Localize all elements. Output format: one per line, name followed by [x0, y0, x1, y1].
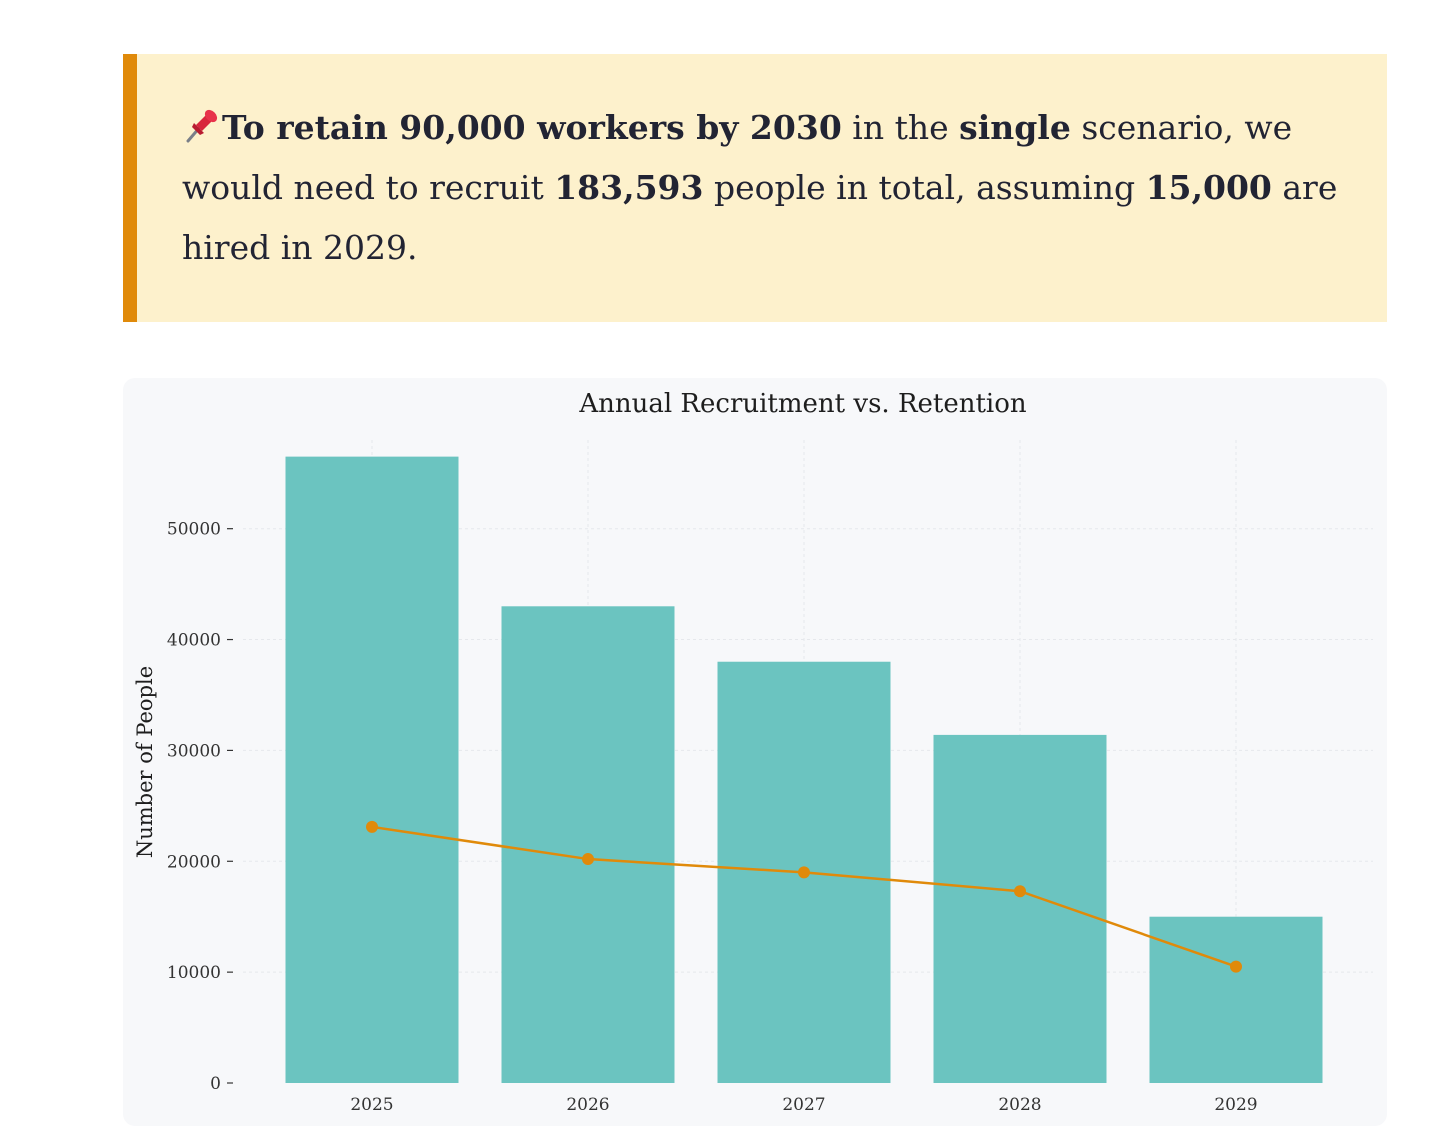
bar-2029 — [1149, 916, 1323, 1083]
callout-bold-scenario: single — [959, 108, 1071, 147]
bar-2025 — [285, 456, 459, 1084]
callout-box: To retain 90,000 workers by 2030 in the … — [123, 54, 1387, 322]
x-tick-label: 2026 — [566, 1095, 609, 1115]
retention-point-2026 — [582, 853, 594, 866]
callout-text-1: in the — [841, 108, 960, 147]
y-tick-label: 40000 — [167, 631, 221, 651]
callout-text-2: scenario, we would need to recruit — [182, 108, 1293, 207]
retention-point-2029 — [1230, 960, 1242, 973]
retention-point-2028 — [1014, 885, 1026, 898]
callout-text-4: are hired in 2029. — [182, 168, 1338, 267]
callout-bold-target: To retain 90,000 workers by 2030 — [222, 108, 842, 147]
callout-text: To retain 90,000 workers by 2030 in the … — [182, 98, 1342, 278]
x-tick-label: 2027 — [782, 1095, 825, 1115]
x-tick-label: 2025 — [350, 1095, 393, 1115]
y-tick-label: 30000 — [167, 741, 221, 761]
bar-2028 — [933, 734, 1107, 1083]
callout-accent-bar — [123, 54, 137, 322]
x-tick-label: 2029 — [1214, 1095, 1257, 1115]
recruitment-retention-chart: Annual Recruitment vs. Retention 0 10000 20… — [133, 389, 1373, 1115]
x-tick-label: 2028 — [998, 1095, 1041, 1115]
pushpin-icon — [186, 109, 218, 143]
callout-bold-total: 183,593 — [554, 168, 704, 207]
retention-point-2025 — [366, 820, 378, 833]
bar-2026 — [501, 606, 675, 1083]
chart-title: Annual Recruitment vs. Retention — [578, 389, 1027, 419]
y-tick-label: 20000 — [167, 852, 221, 872]
y-tick-label: 10000 — [167, 963, 221, 983]
callout-text-3: people in total, assuming — [703, 168, 1146, 207]
y-tick-label: 50000 — [167, 520, 221, 540]
callout-bold-hired: 15,000 — [1145, 168, 1272, 207]
retention-point-2027 — [798, 866, 810, 879]
chart-card: Annual Recruitment vs. Retention 0 10000 20… — [123, 378, 1387, 1126]
y-axis-label: Number of People — [133, 666, 157, 858]
y-tick-label: 0 — [210, 1074, 221, 1094]
